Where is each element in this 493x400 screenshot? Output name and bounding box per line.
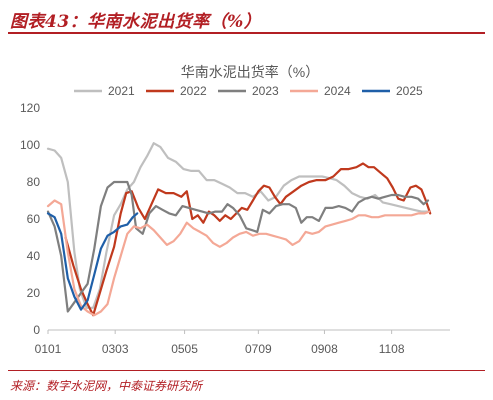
- x-tick-label: 0303: [102, 342, 129, 356]
- series-line-2023: [46, 180, 430, 313]
- x-tick-label: 0709: [245, 342, 272, 356]
- series-line-2024: [46, 199, 431, 317]
- legend-label: 2024: [324, 84, 351, 98]
- legend-label: 2021: [108, 84, 135, 98]
- legend: 2021 2022 2023 2024 2025: [74, 84, 423, 98]
- legend-label: 2022: [180, 84, 207, 98]
- legend-item-2022: 2022: [146, 84, 207, 98]
- source-note: 来源：数字水泥网，中泰证券研究所: [10, 379, 203, 393]
- y-tick-label: 120: [20, 101, 40, 115]
- chart-title: 华南水泥出货率（%）: [181, 64, 319, 80]
- x-tick-label: 0908: [311, 342, 338, 356]
- legend-item-2021: 2021: [74, 84, 135, 98]
- legend-label: 2025: [396, 84, 423, 98]
- x-tick-label: 0101: [35, 342, 62, 356]
- header-rule: [8, 32, 485, 34]
- series-line-2022: [64, 162, 432, 317]
- line-chart: 华南水泥出货率（%） 2021 2022 2023 2024 2025 0 20 40 60 8…: [20, 64, 450, 356]
- legend-label: 2023: [252, 84, 279, 98]
- legend-item-2024: 2024: [290, 84, 351, 98]
- y-tick-label: 20: [27, 286, 41, 300]
- y-axis: 0 20 40 60 80 100 120: [20, 101, 40, 337]
- figure-title: 图表43：华南水泥出货率（%）: [10, 12, 262, 32]
- legend-item-2023: 2023: [218, 84, 279, 98]
- x-axis: 0101 0303 0505 0709 0908 1108: [35, 329, 450, 356]
- y-tick-label: 40: [27, 249, 41, 263]
- y-tick-label: 60: [27, 212, 41, 226]
- figure-header: 图表43：华南水泥出货率（%）: [0, 0, 493, 34]
- series-line-2025: [46, 212, 139, 311]
- series-layer: [46, 142, 432, 317]
- y-tick-label: 100: [20, 138, 40, 152]
- x-tick-label: 0505: [171, 342, 198, 356]
- y-tick-label: 80: [27, 175, 41, 189]
- x-tick-label: 1108: [379, 342, 405, 356]
- series-line-2021: [46, 142, 430, 309]
- footer-rule: [8, 370, 485, 371]
- y-tick-label: 0: [33, 323, 40, 337]
- legend-item-2025: 2025: [362, 84, 423, 98]
